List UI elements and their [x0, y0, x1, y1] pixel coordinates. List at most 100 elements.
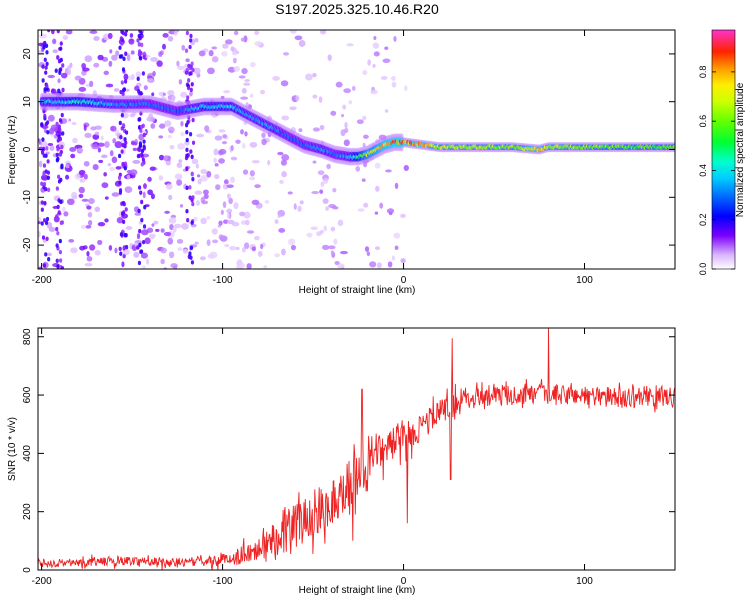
spectrogram-noise-blob — [178, 79, 183, 85]
spectrogram-noise-blob — [373, 51, 380, 57]
spectrogram-noise-blob — [137, 208, 141, 214]
spectrogram-noise-blob — [251, 199, 260, 206]
spectrogram-noise-blob — [97, 221, 106, 227]
spectrogram-noise-blob — [65, 30, 73, 35]
spectrogram-noise-blob — [90, 126, 97, 131]
x-tick-label: 100 — [576, 275, 593, 286]
spectrogram-noise-blob — [111, 192, 120, 197]
spectrogram-noise-blob — [41, 78, 45, 83]
spectrogram-noise-blob — [289, 106, 297, 111]
spectrogram-noise-blob — [206, 239, 211, 246]
spectrogram-noise-blob — [117, 175, 122, 181]
spectrogram-noise-blob — [237, 259, 243, 266]
spectrogram-noise-blob — [43, 201, 47, 206]
spectrogram-noise-blob — [61, 131, 65, 136]
spectrogram-noise-blob — [142, 265, 146, 269]
spectrogram-noise-blob — [374, 162, 381, 169]
spectrogram-noise-blob — [41, 64, 45, 69]
x-tick-label: -200 — [32, 275, 52, 286]
spectrogram-noise-blob — [319, 230, 324, 234]
spectrogram-noise-blob — [241, 247, 246, 253]
spectrogram-noise-blob — [130, 50, 135, 55]
spectrogram-noise-blob — [334, 260, 340, 266]
spectrogram-noise-blob — [42, 218, 47, 223]
spectrogram-noise-blob — [241, 87, 247, 94]
spectrogram-noise-blob — [195, 163, 199, 169]
spectrogram-noise-blob — [94, 206, 101, 213]
spectrogram-noise-blob — [223, 90, 231, 94]
spectrogram-noise-blob — [173, 30, 178, 36]
spectrogram-noise-blob — [167, 155, 171, 161]
snr-x-axis: -200 -100 0 100 — [32, 328, 593, 587]
spectrogram-noise-blob — [59, 220, 63, 226]
spectrogram-noise-blob — [335, 81, 343, 88]
spectrogram-noise-blob — [60, 163, 64, 168]
spectrogram-noise-blob — [218, 234, 224, 240]
spectrogram-noise-blob — [142, 146, 146, 151]
spectrogram-noise-blob — [366, 251, 371, 257]
spectrogram-noise-blob — [290, 244, 296, 251]
y-tick-label: 800 — [22, 328, 33, 345]
spectrogram-noise-blob — [155, 228, 160, 232]
spectrogram-noise-blob — [391, 255, 396, 261]
spectrogram-noise-blob — [158, 135, 164, 139]
spectrogram-noise-blob — [374, 246, 381, 251]
spectrogram-noise-blob — [341, 113, 345, 118]
spectrogram-noise-blob — [132, 147, 138, 152]
spectrogram-noise-blob — [181, 44, 186, 51]
spectrogram-noise-blob — [148, 233, 156, 238]
spectrogram-noise-blob — [112, 138, 117, 144]
spectrogram-noise-blob — [191, 117, 195, 123]
spectrogram-noise-blob — [118, 246, 122, 252]
spectrogram-noise-blob — [246, 230, 255, 234]
spectrogram-noise-blob — [61, 206, 66, 212]
spectrogram-noise-blob — [185, 58, 190, 63]
spectrogram-noise-blob — [86, 250, 90, 257]
spectrogram-noise-blob — [55, 158, 59, 163]
spectrogram-noise-blob — [230, 46, 235, 52]
spectrogram-noise-blob — [188, 185, 192, 190]
spectrogram-noise-blob — [122, 254, 126, 259]
spectrogram-noise-blob — [100, 135, 104, 141]
spectrogram-noise-blob — [185, 209, 189, 214]
spectrogram-noise-blob — [139, 56, 143, 61]
spectrogram-noise-blob — [212, 239, 219, 244]
spectrogram-noise-blob — [189, 245, 194, 251]
spectrogram-noise-blob — [278, 228, 286, 233]
x-tick-label: 0 — [401, 576, 407, 587]
spectrogram-noise-blob — [196, 174, 201, 178]
spectrogram-noise-blob — [233, 202, 239, 210]
spectrogram-noise-blob — [204, 125, 210, 132]
snr-y-axis: 0 200 400 600 800 — [22, 328, 675, 573]
spectrogram-noise-blob — [46, 170, 51, 175]
spectrogram-noise-blob — [55, 152, 59, 158]
spectrogram-noise-blob — [184, 70, 189, 75]
spectrogram-noise-blob — [81, 198, 89, 202]
spectrogram-noise-blob — [93, 35, 100, 41]
spectrogram-noise-blob — [121, 142, 125, 148]
spectrogram-noise-blob — [230, 176, 235, 184]
spectrogram-noise-blob — [105, 83, 114, 88]
spectrogram-noise-blob — [246, 263, 252, 269]
spectrogram-noise-blob — [214, 135, 223, 141]
spectrogram-noise-blob — [168, 194, 173, 200]
spectrogram-noise-blob — [196, 200, 200, 206]
spectrogram-noise-blob — [242, 169, 249, 175]
spectrogram-noise-blob — [248, 176, 256, 181]
spectrogram-noise-blob — [362, 142, 366, 148]
spectrogram-noise-blob — [167, 90, 175, 96]
snr-x-label: Height of straight line (km) — [299, 585, 416, 596]
spectrogram-noise-blob — [65, 164, 70, 169]
spectrogram-noise-blob — [146, 258, 150, 265]
spectrogram-noise-blob — [140, 217, 144, 223]
spectrogram-noise-blob — [332, 206, 339, 210]
spectrogram-noise-blob — [55, 226, 59, 232]
y-tick-label: -20 — [22, 237, 33, 252]
spectrogram-noise-blob — [91, 143, 100, 150]
spectrogram-noise-blob — [325, 206, 329, 211]
spectrogram-noise-blob — [51, 30, 55, 35]
spectrogram-noise-blob — [160, 247, 167, 254]
spectrogram-noise-blob — [185, 147, 189, 153]
spectrogram-noise-blob — [241, 68, 248, 75]
